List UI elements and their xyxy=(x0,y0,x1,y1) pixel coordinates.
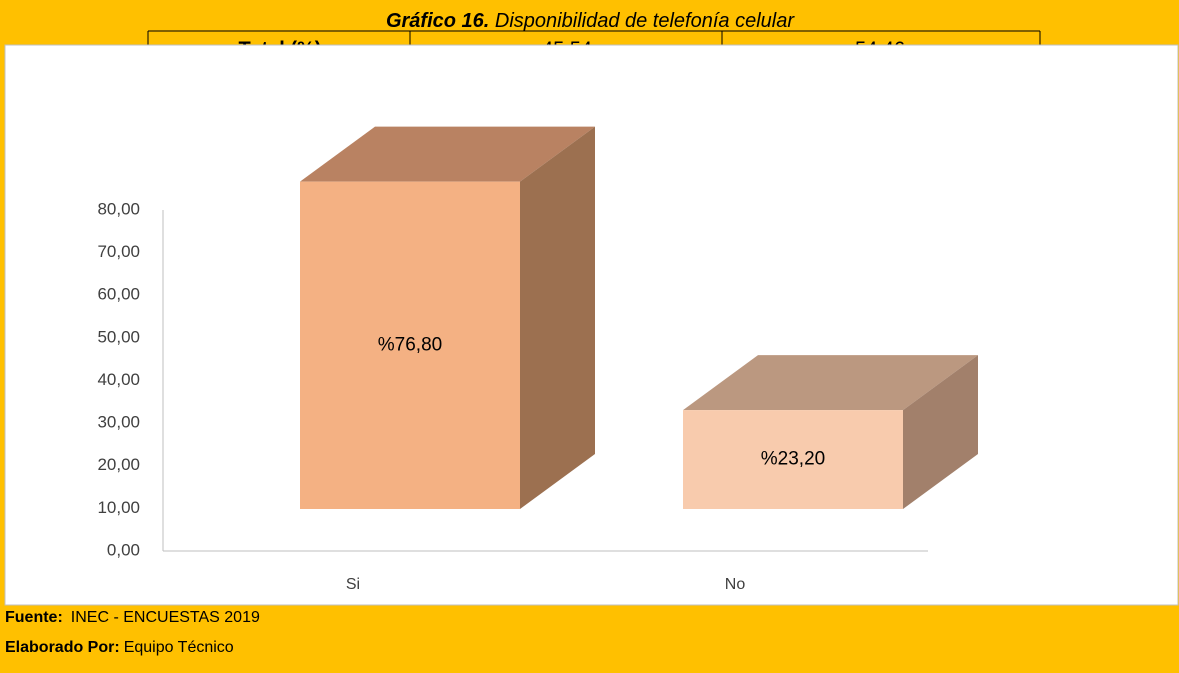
bar-side xyxy=(903,355,978,509)
y-tick-label: 0,00 xyxy=(107,540,140,559)
bar-top xyxy=(300,126,595,182)
title-text: Disponibilidad de telefonía celular xyxy=(495,10,795,32)
title-prefix: Gráfico 16. xyxy=(386,10,489,32)
x-tick-label: Si xyxy=(346,576,360,593)
source-label: Fuente: xyxy=(5,609,63,626)
bar-side xyxy=(520,126,595,509)
bar xyxy=(300,181,520,509)
y-tick-label: 20,00 xyxy=(97,455,140,474)
chart-title: Gráfico 16. Disponibilidad de telefonía … xyxy=(386,10,795,32)
source: Fuente: INEC - ENCUESTAS 2019 xyxy=(5,609,260,626)
y-tick-label: 80,00 xyxy=(97,199,140,218)
author-text: Equipo Técnico xyxy=(124,639,234,656)
data-label: %76,80 xyxy=(378,334,442,355)
y-tick-label: 40,00 xyxy=(97,370,140,389)
bar-top xyxy=(683,355,978,411)
y-tick-label: 70,00 xyxy=(97,242,140,261)
author: Elaborado Por: Equipo Técnico xyxy=(5,639,234,656)
author-label: Elaborado Por: xyxy=(5,639,120,656)
y-tick-label: 30,00 xyxy=(97,413,140,432)
x-tick-label: No xyxy=(725,576,746,593)
data-label: %23,20 xyxy=(761,449,825,470)
bar xyxy=(683,410,903,509)
source-text: INEC - ENCUESTAS 2019 xyxy=(71,609,260,626)
y-tick-label: 10,00 xyxy=(97,498,140,517)
y-tick-label: 60,00 xyxy=(97,285,140,304)
y-tick-label: 50,00 xyxy=(97,327,140,346)
